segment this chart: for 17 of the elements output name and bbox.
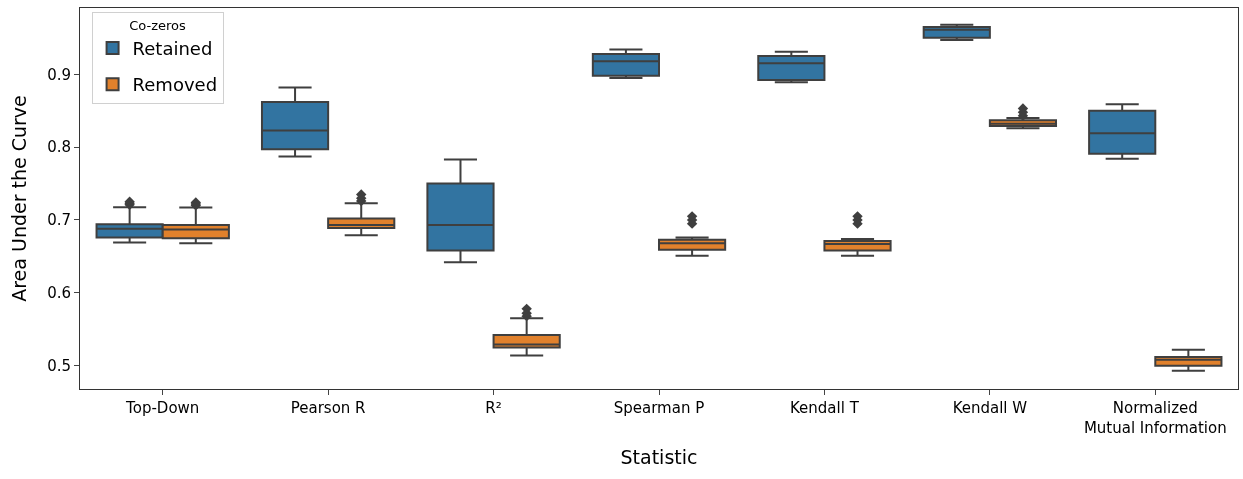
y-tick-label: 0.5 — [47, 356, 71, 375]
x-axis-title: Statistic — [620, 446, 698, 469]
y-axis-title: Area Under the Curve — [7, 95, 30, 302]
y-tick-label: 0.7 — [47, 211, 71, 230]
legend-label: Retained — [132, 37, 213, 59]
x-tick-label: Normalized Mutual Information — [1083, 399, 1227, 437]
x-tick-label: Top-Down — [125, 399, 200, 417]
legend-label: Removed — [132, 74, 218, 96]
y-tick-label: 0.9 — [47, 65, 71, 84]
legend-title: Co-zeros — [129, 17, 186, 33]
y-tick-label: 0.6 — [47, 284, 71, 303]
y-tick-label: 0.8 — [47, 138, 71, 157]
x-tick-label: Spearman P — [613, 399, 705, 417]
x-tick-label: Kendall W — [952, 399, 1028, 417]
x-tick-label: Pearson R — [290, 399, 366, 417]
x-tick-label: R² — [485, 399, 502, 417]
x-tick-label: Kendall T — [790, 399, 860, 417]
